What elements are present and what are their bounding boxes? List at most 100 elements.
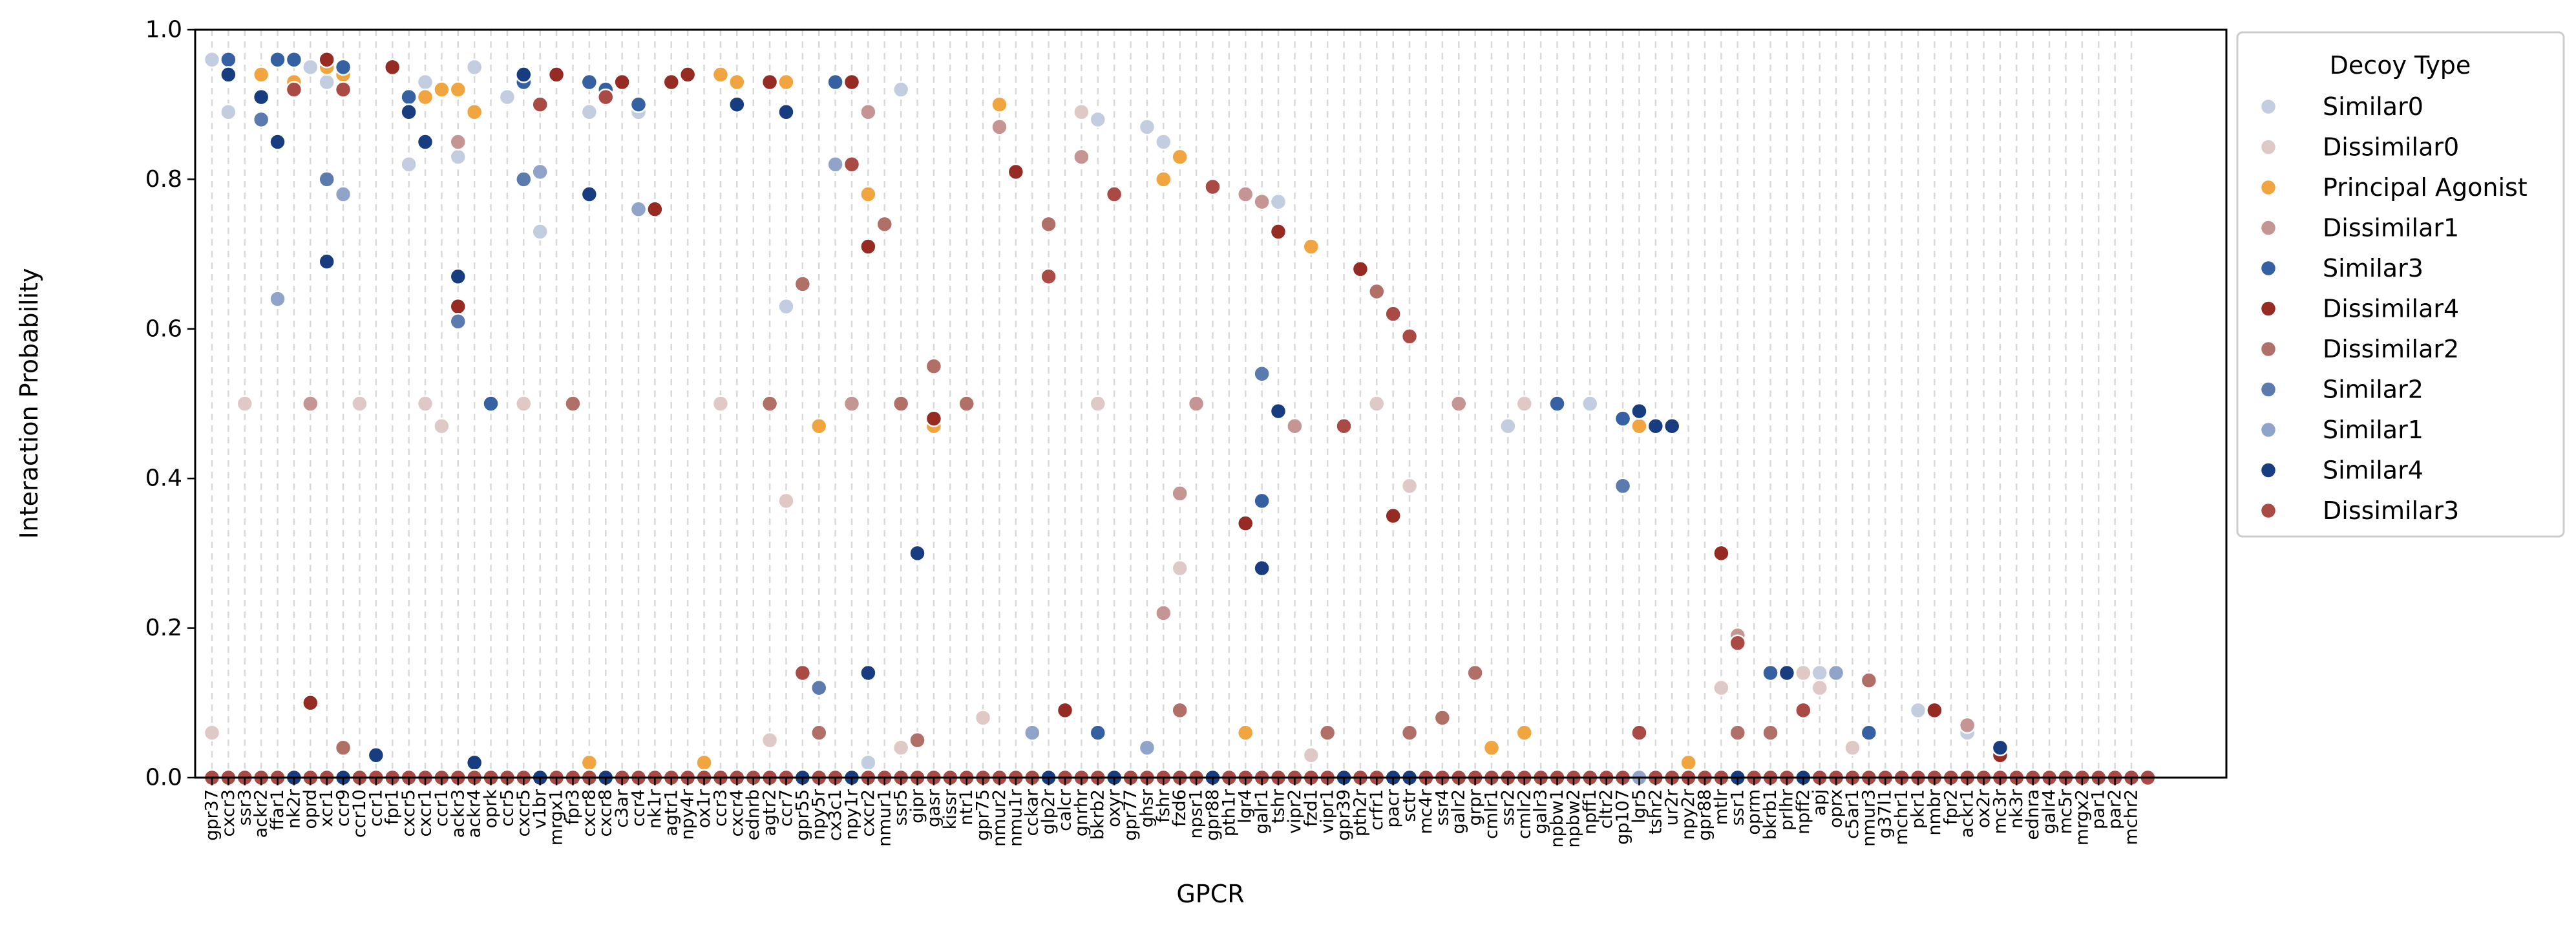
x-tick-label: mrgx2 [2072,789,2092,845]
legend-entry: Similar0 [2323,92,2423,121]
x-tick-label: apj [1810,789,1830,816]
data-point [991,96,1008,113]
data-point [991,118,1008,136]
x-tick-label: lgr5 [1629,789,1649,824]
x-tick-label: par1 [2089,789,2109,829]
data-point [1663,417,1681,435]
data-point [646,200,664,218]
x-tick-label: npff2 [1793,789,1813,835]
data-point [1631,402,1648,420]
data-point [252,88,270,106]
x-tick-label: tshr [1269,789,1289,824]
x-tick-label: fshr [1154,789,1174,823]
x-tick-label: npy4r [678,789,698,840]
x-tick-label: mrgx1 [547,789,567,845]
data-point [515,66,533,83]
data-point [351,395,368,412]
data-point [416,395,434,412]
data-point [1680,754,1697,772]
legend-marker [2259,421,2277,439]
data-point [269,133,286,151]
x-tick-label: nmur1 [874,789,894,847]
legend-frame [2236,31,2565,538]
legend-marker [2259,381,2277,398]
data-point [1384,305,1402,323]
x-tick-label: mchr2 [2122,789,2142,845]
data-point [1713,544,1730,562]
data-point [827,156,844,173]
data-point [269,290,286,308]
x-tick-label: fzd1 [1301,789,1321,827]
data-point [892,395,910,412]
legend-entry: Principal Agonist [2323,173,2528,202]
data-point [1483,739,1501,756]
data-point [220,51,237,69]
data-point [285,81,303,98]
x-tick-label: cckar [1022,789,1042,836]
x-tick-label: oprd [301,789,321,829]
data-point [302,395,319,412]
x-tick-label: nmur3 [1859,789,1879,847]
x-tick-label: gpr77 [1121,789,1141,841]
data-point [383,58,401,76]
data-point [318,171,335,188]
x-tick-label: oxyr [1104,789,1124,827]
data-point [1581,395,1599,412]
data-point [1729,724,1747,741]
legend-entry: Similar2 [2323,376,2423,404]
data-point [892,739,910,756]
data-point [580,186,598,203]
data-point [679,66,697,83]
data-point [695,754,713,772]
data-point [1351,260,1369,278]
data-point [909,731,926,749]
data-point [662,73,681,91]
data-point [629,200,648,218]
x-tick-label: par2 [2105,789,2125,829]
x-tick-label: mchr1 [1892,789,1912,845]
legend-marker [2259,98,2277,116]
x-axis: gpr37cxcr3ssr3ackr2ffar1nk2roprdxcr1ccr9… [202,778,2142,848]
data-point [400,103,417,121]
data-point [1631,724,1648,741]
y-axis-label: Interaction Probability [15,268,43,538]
data-point [1236,515,1254,532]
data-point [1073,148,1090,165]
data-point [203,724,221,741]
x-tick-label: ccr10 [350,789,370,838]
x-tick-label: nk1r [645,789,665,829]
data-point [712,395,730,412]
x-tick-label: crfr1 [1367,789,1387,831]
data-point [318,51,335,69]
data-point [860,186,877,203]
x-tick-label: ednra [2023,789,2043,840]
y-tick-label: 0.4 [145,465,182,492]
data-point [236,395,254,412]
legend-entry: Similar1 [2323,416,2423,444]
x-tick-label: ssr3 [235,789,255,825]
x-tick-label: tshr2 [1645,789,1665,835]
data-point [1631,417,1648,435]
data-point [449,312,467,330]
x-tick-label: ssr2 [1498,789,1518,825]
data-point [1466,664,1484,682]
data-point [860,238,877,255]
data-point [1499,417,1517,435]
x-tick-label: cltr2 [1596,789,1616,829]
data-point [1105,186,1123,203]
x-tick-label: ackr4 [465,789,485,838]
data-point [1204,178,1221,196]
data-point [810,417,828,435]
x-tick-label: cxcr5 [514,789,534,836]
data-point [498,88,516,106]
data-point [515,171,533,188]
data-point [1236,186,1254,203]
x-tick-label: cx3c1 [825,789,845,841]
data-point [449,268,467,286]
data-point [613,73,631,91]
x-tick-label: ccr7 [776,789,796,827]
data-point [1795,701,1812,719]
data-point [1827,664,1845,682]
x-tick-label: ccr3 [710,789,730,827]
